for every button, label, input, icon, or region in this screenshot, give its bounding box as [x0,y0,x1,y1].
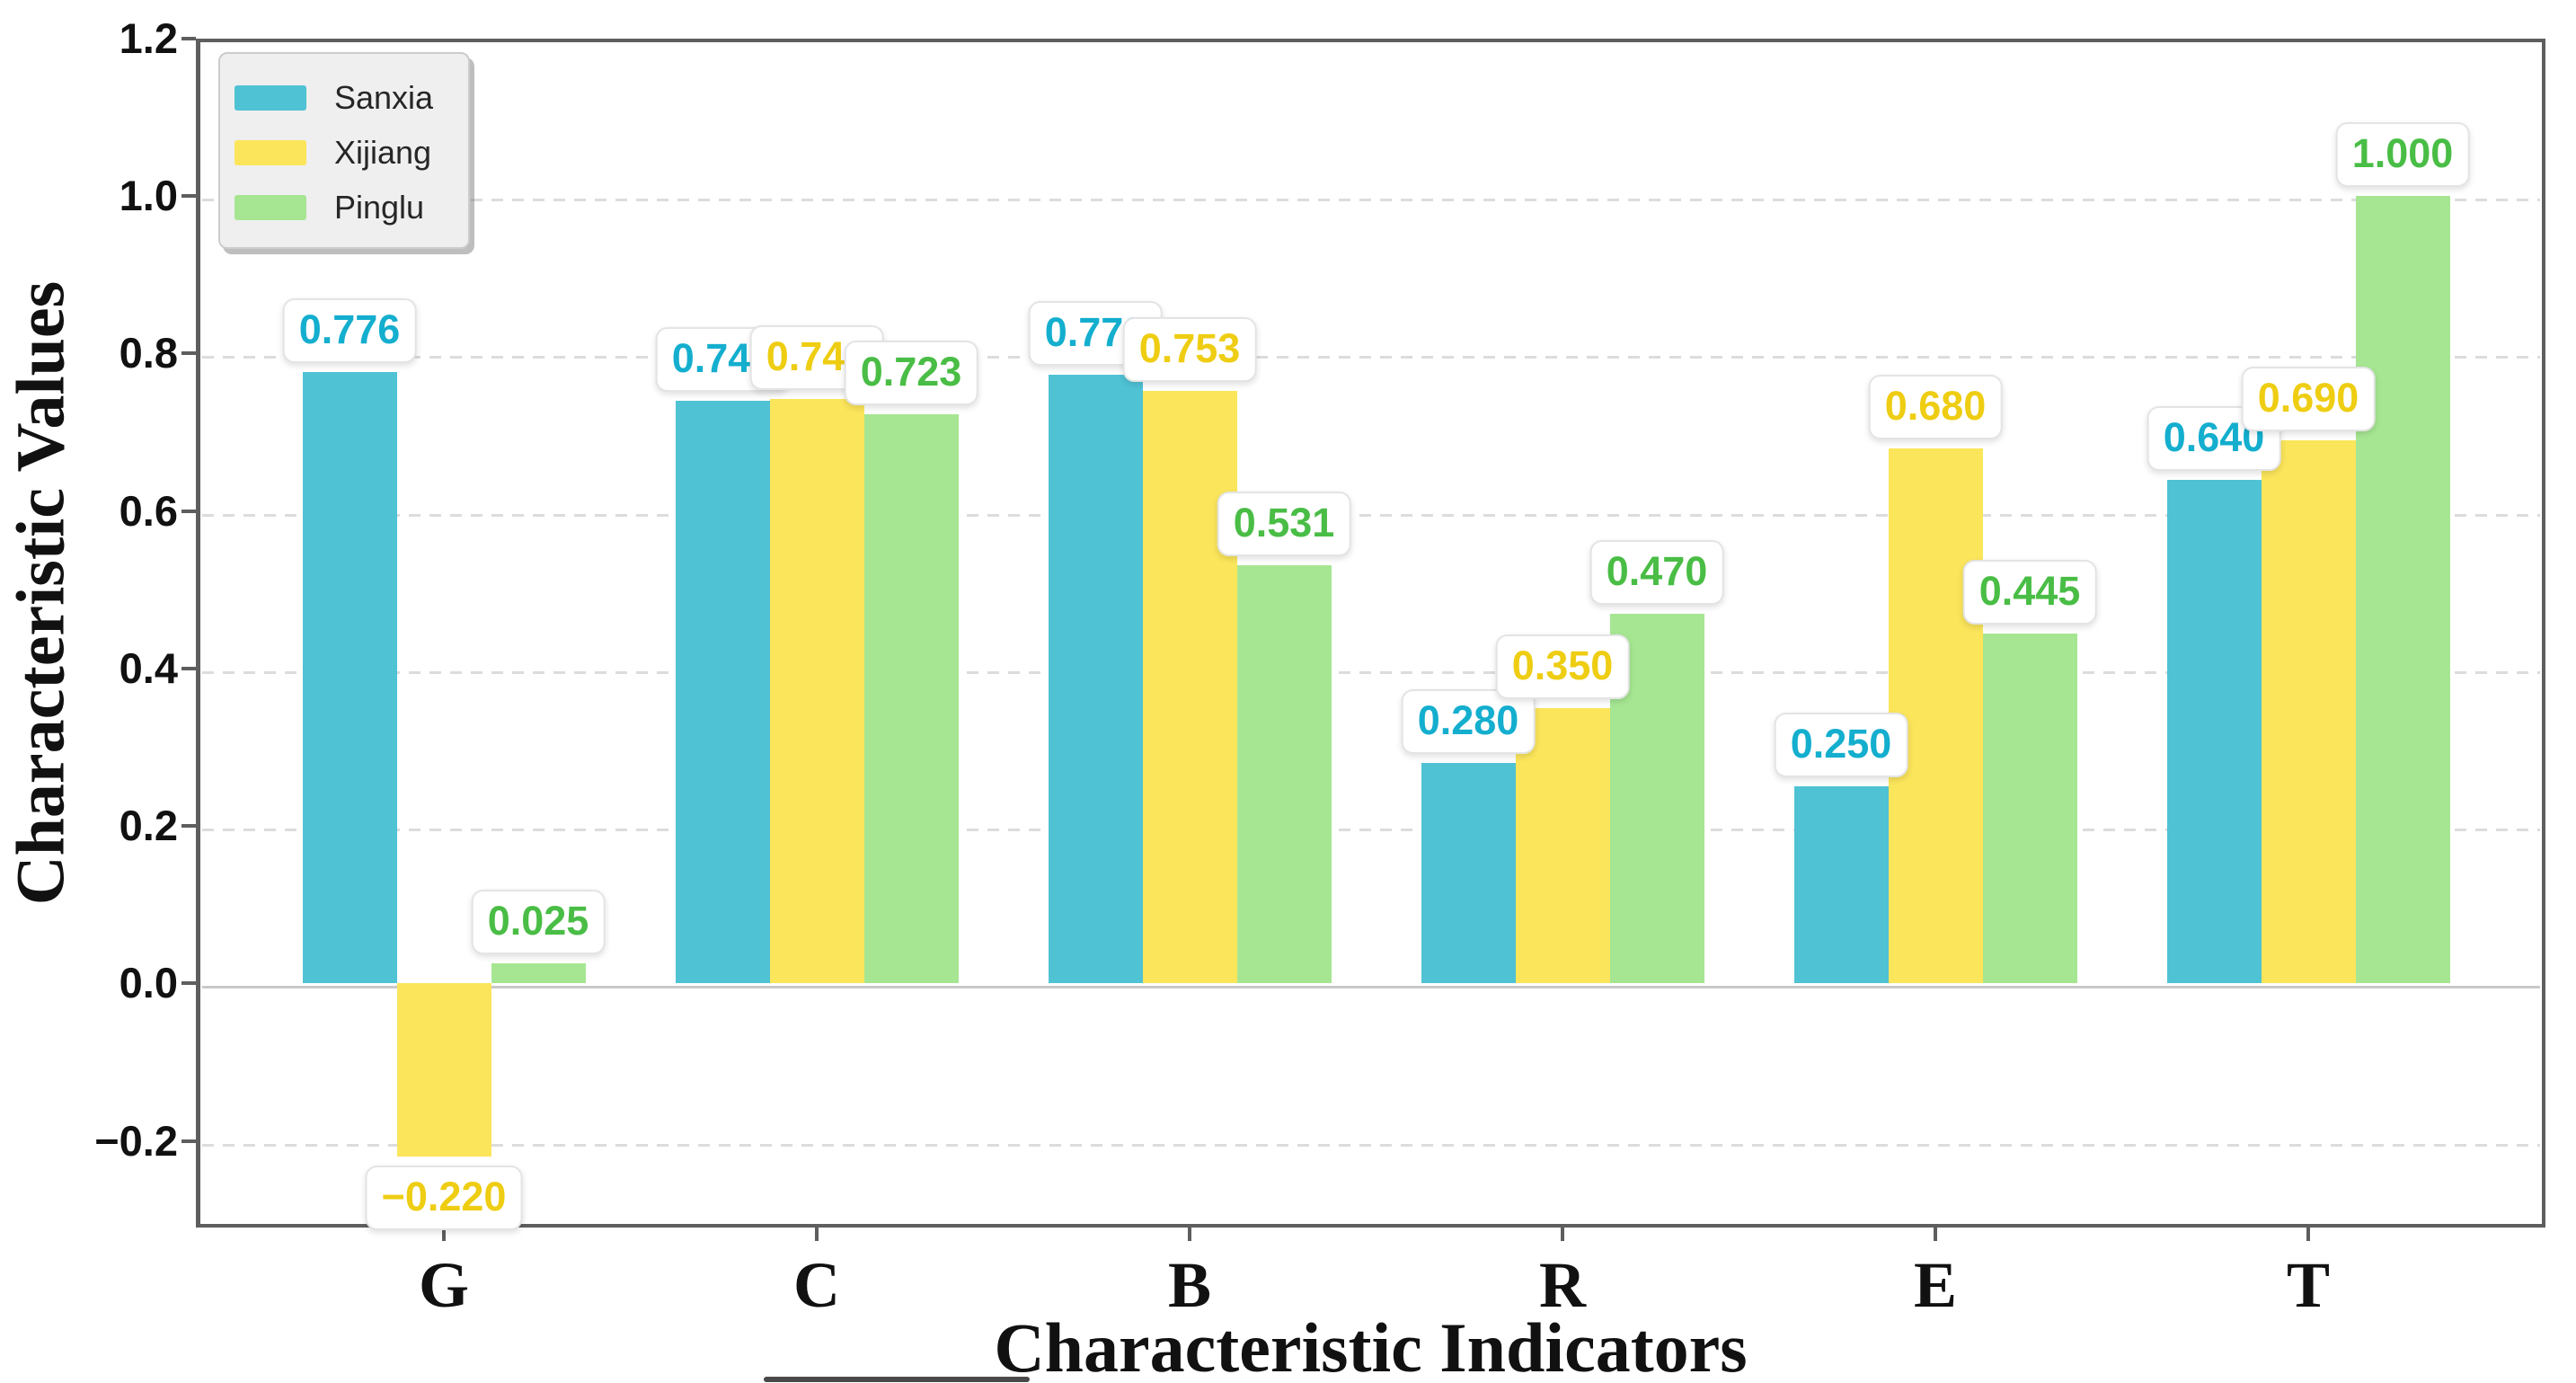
y-tick-mark [181,194,196,199]
x-tick-mark [442,1228,446,1241]
legend-swatch-xijiang [235,139,306,165]
bar-pinglu-T [2355,196,2450,984]
x-axis-title: Characteristic Indicators [994,1308,1748,1383]
x-tick-label-C: C [793,1249,840,1321]
legend-label: Pinglu [334,188,425,226]
plot-area [196,39,2545,1228]
value-label-pinglu-G: 0.025 [471,890,606,955]
legend-label: Xijiang [334,133,432,171]
value-label-sanxia-E: 0.250 [1774,713,1908,778]
x-tick-mark [2306,1228,2310,1241]
y-tick-mark [181,666,196,670]
value-label-pinglu-R: 0.470 [1589,539,1724,605]
value-label-xijiang-E: 0.680 [1868,374,2003,439]
legend-swatch-sanxia [235,84,306,111]
y-tick-mark [181,824,196,829]
value-label-sanxia-R: 0.280 [1401,689,1536,755]
y-tick-mark [181,1139,196,1143]
y-tick-label: 0.2 [119,802,178,850]
bar-sanxia-E [1793,786,1889,984]
gridline-y-−0.2 [202,1143,2540,1147]
x-tick-label-T: T [2286,1249,2331,1321]
gridline-y-0.8 [202,356,2540,359]
legend-item-sanxia: Sanxia [235,70,447,125]
x-tick-label-R: R [1539,1249,1586,1321]
value-label-pinglu-T: 1.000 [2335,122,2470,188]
gridline-y-1.0 [202,199,2540,202]
bar-sanxia-G [302,372,397,984]
x-tick-mark [1188,1228,1191,1241]
value-label-xijiang-T: 0.690 [2241,366,2376,431]
gridline-y-0.2 [202,829,2540,832]
bar-xijiang-T [2261,439,2356,984]
x-tick-label-B: B [1167,1249,1212,1321]
y-tick-mark [181,981,196,986]
y-tick-label: 0.6 [119,486,178,535]
y-tick-label: 1.0 [119,172,178,220]
zero-gridline [202,986,2540,989]
bar-xijiang-R [1515,707,1610,984]
bar-pinglu-C [863,413,959,984]
value-label-xijiang-G: −0.220 [365,1166,523,1231]
value-label-pinglu-C: 0.723 [844,340,978,405]
bar-sanxia-B [1048,375,1143,984]
bar-pinglu-G [491,963,586,984]
value-label-xijiang-B: 0.753 [1122,316,1257,382]
legend-label: Sanxia [334,78,434,116]
y-tick-label: 1.2 [119,14,178,62]
y-tick-label: 0.0 [119,959,178,1007]
x-tick-mark [1934,1228,1937,1241]
gridline-y-0.4 [202,670,2540,674]
bar-sanxia-T [2166,479,2262,984]
gridline-y-0.6 [202,513,2540,517]
bar-xijiang-B [1142,390,1237,984]
legend-item-pinglu: Pinglu [235,180,447,235]
y-tick-mark [181,509,196,513]
y-tick-label: 0.8 [119,329,178,377]
bar-pinglu-E [1982,633,2077,984]
x-tick-label-G: G [418,1249,470,1321]
bar-xijiang-C [769,399,864,984]
value-label-xijiang-R: 0.350 [1495,634,1630,699]
value-label-sanxia-G: 0.776 [282,298,417,364]
legend: Sanxia Xijiang Pinglu [218,52,470,249]
value-label-pinglu-E: 0.445 [1962,559,2097,625]
legend-swatch-pinglu [235,194,306,220]
x-tick-mark [815,1228,819,1241]
bar-sanxia-C [675,401,770,984]
bar-sanxia-R [1421,763,1516,984]
y-tick-label: 0.4 [119,643,178,692]
y-tick-mark [181,351,196,356]
y-tick-mark [181,37,196,40]
legend-item-xijiang: Xijiang [235,125,447,180]
y-tick-label: −0.2 [94,1116,178,1165]
cropped-caption-fragment [764,1377,1030,1382]
bar-xijiang-G [396,983,491,1157]
x-tick-label-E: E [1913,1249,1958,1321]
bar-pinglu-B [1236,565,1332,984]
x-tick-mark [1561,1228,1564,1241]
value-label-pinglu-B: 0.531 [1217,492,1351,557]
